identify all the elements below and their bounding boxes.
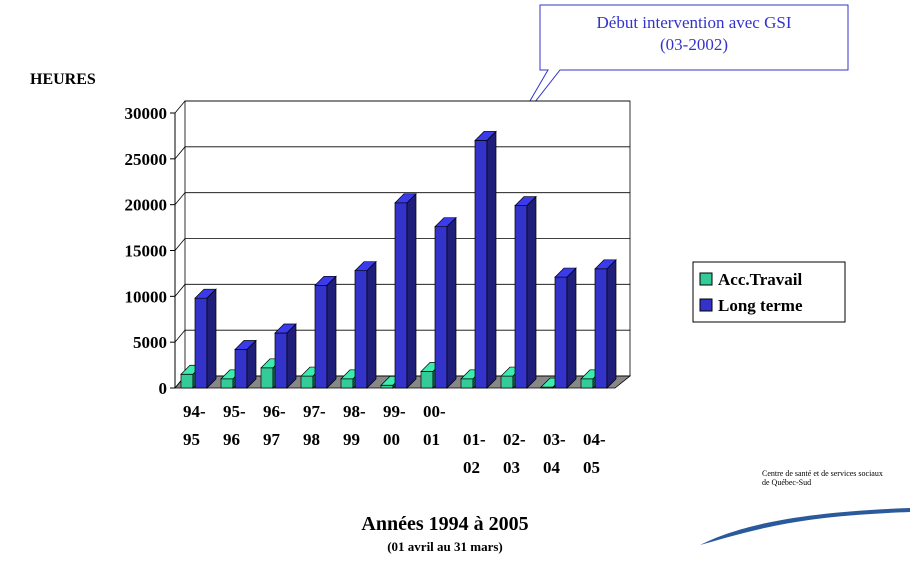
bar-side — [286, 323, 297, 389]
bar-front — [514, 205, 528, 389]
bar-front — [220, 378, 234, 389]
bar-front — [354, 270, 368, 389]
y-tick-label: 15000 — [125, 242, 168, 261]
bar-side — [526, 195, 537, 389]
y-tick-label: 10000 — [125, 287, 168, 306]
x-tick-label: 94- 95 — [183, 402, 206, 449]
grid-line — [174, 100, 630, 114]
x-tick-label: 00- 01 — [423, 402, 446, 449]
y-tick-label: 5000 — [133, 333, 167, 352]
x-tick-label: 03- 04 — [543, 430, 566, 477]
logo-text: Centre de santé et de services sociaux de… — [762, 469, 883, 487]
x-tick-label: 96- 97 — [263, 402, 286, 449]
legend-label: Acc.Travail — [718, 270, 802, 289]
bar-front — [194, 297, 208, 389]
y-tick-label: 20000 — [125, 196, 168, 215]
bar-side — [206, 288, 217, 389]
y-tick-label: 30000 — [125, 104, 168, 123]
bar-front — [594, 268, 608, 389]
bar-side — [246, 339, 257, 389]
bar-side — [566, 267, 577, 389]
bar-side — [326, 275, 337, 389]
legend-label: Long terme — [718, 296, 803, 315]
annotation: Début intervention avec GSI (03-2002) — [597, 13, 792, 54]
x-tick-label: 01- 02 — [463, 430, 486, 477]
bar-front — [274, 332, 288, 389]
x-tick-label: 99- 00 — [383, 402, 406, 449]
x-tick-label: 97- 98 — [303, 402, 326, 449]
x-tick-label: 02- 03 — [503, 430, 526, 477]
logo-swoosh — [700, 508, 910, 545]
bar-side — [366, 260, 377, 389]
bar-front — [234, 349, 248, 389]
bar-side — [406, 192, 417, 389]
bar-front — [420, 371, 434, 389]
chart-title: Années 1994 à 2005 — [361, 513, 528, 535]
bar-front — [314, 284, 328, 389]
bar-side — [446, 216, 457, 389]
bar-front — [434, 226, 448, 389]
bar-front — [340, 378, 354, 389]
x-tick-label: 04- 05 — [583, 430, 606, 477]
callout-box — [512, 4, 849, 131]
legend-swatch — [699, 298, 713, 312]
bar-front — [500, 375, 514, 389]
bar-front — [300, 375, 314, 389]
y-tick-label: 25000 — [125, 150, 168, 169]
bar-front — [180, 373, 194, 389]
x-tick-label: 95- 96 — [223, 402, 246, 449]
chart-subtitle: (01 avril au 31 mars) — [387, 539, 503, 554]
bar-front — [380, 384, 394, 389]
y-tick-label: 0 — [159, 379, 168, 398]
bar-front — [474, 140, 488, 389]
bar-side — [606, 258, 617, 389]
bar-front — [580, 378, 594, 389]
bar-front — [460, 378, 474, 389]
legend-box — [692, 261, 846, 323]
x-tick-label: 98- 99 — [343, 402, 366, 449]
y-axis-label: HEURES — [30, 71, 96, 88]
bar-front — [260, 367, 274, 389]
bar-front — [394, 202, 408, 389]
bar-side — [486, 130, 497, 389]
legend-swatch — [699, 272, 713, 286]
bar-front — [554, 276, 568, 389]
